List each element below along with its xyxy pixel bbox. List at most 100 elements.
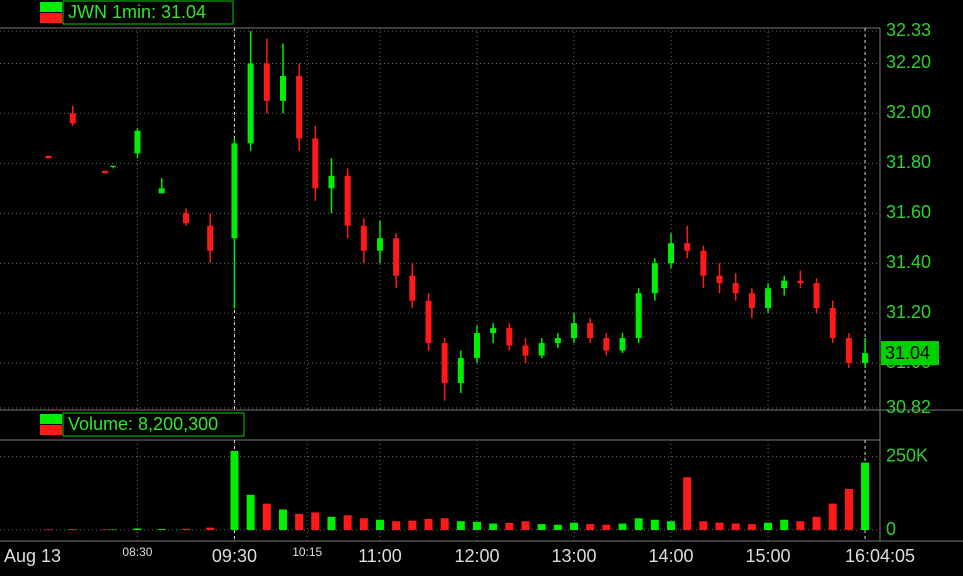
candle-body xyxy=(158,188,165,194)
volume-bar xyxy=(553,524,562,530)
volume-bar xyxy=(521,521,530,530)
candle-body xyxy=(538,343,545,356)
candle-body xyxy=(571,323,578,339)
volume-bar xyxy=(424,518,433,530)
candle-body xyxy=(69,113,76,124)
candle-body xyxy=(360,225,367,251)
x-tick-label: 12:00 xyxy=(454,546,499,566)
y-tick-label: 31.40 xyxy=(886,252,931,272)
candle-body xyxy=(312,138,319,189)
candle-body xyxy=(425,300,432,344)
volume-bar xyxy=(472,521,481,530)
volume-bar xyxy=(440,518,449,530)
y-tick-label: 31.20 xyxy=(886,302,931,322)
volume-bar xyxy=(262,503,271,530)
volume-tick-label: 250K xyxy=(886,445,928,465)
volume-bar xyxy=(586,524,595,530)
y-tick-label: 32.00 xyxy=(886,102,931,122)
legend-swatch-down xyxy=(40,425,62,435)
volume-bar xyxy=(570,522,579,530)
y-tick-label: 31.80 xyxy=(886,152,931,172)
price-title: JWN 1min: 31.04 xyxy=(68,2,206,22)
volume-bar xyxy=(489,523,498,530)
volume-bar xyxy=(861,462,870,530)
candle-body xyxy=(635,293,642,339)
y-tick-label: 31.60 xyxy=(886,202,931,222)
candle-body xyxy=(829,308,836,339)
candle-body xyxy=(102,170,109,174)
candle-body xyxy=(684,243,691,251)
y-tick-label: 30.82 xyxy=(886,397,931,417)
candle-body xyxy=(376,238,383,251)
candle-body xyxy=(862,353,869,364)
candle-body xyxy=(603,338,610,351)
date-label: Aug 13 xyxy=(4,546,61,566)
volume-bar xyxy=(343,515,352,530)
candle-body xyxy=(409,275,416,301)
candle-body xyxy=(134,130,141,154)
candle-body xyxy=(700,250,707,276)
x-tick-label: 14:00 xyxy=(649,546,694,566)
volume-bar xyxy=(699,521,708,530)
legend-box xyxy=(62,0,234,25)
y-tick-label: 32.20 xyxy=(886,52,931,72)
candle-body xyxy=(619,338,626,351)
volume-bar xyxy=(181,528,190,530)
volume-bar xyxy=(311,512,320,530)
candle-body xyxy=(781,280,788,289)
volume-bar xyxy=(634,518,643,530)
candle-body xyxy=(441,343,448,384)
volume-bar xyxy=(327,516,336,530)
candle-body xyxy=(765,288,772,309)
candle-body xyxy=(473,333,480,359)
candle-body xyxy=(247,63,254,144)
legend-swatch-down xyxy=(40,13,62,23)
x-tick-label-minor: 08:30 xyxy=(122,545,152,559)
candle-body xyxy=(279,75,286,101)
candle-body xyxy=(263,63,270,101)
volume-bar xyxy=(408,520,417,530)
legend-swatch-up xyxy=(40,2,62,12)
volume-bar xyxy=(747,524,756,530)
candle-body xyxy=(732,283,739,294)
volume-bar xyxy=(505,522,514,530)
candle-body xyxy=(110,165,117,167)
candle-body xyxy=(651,263,658,294)
volume-bar xyxy=(44,529,53,530)
volume-bar xyxy=(812,516,821,530)
candle-body xyxy=(813,283,820,309)
candle-body xyxy=(490,328,497,334)
x-tick-label: 11:00 xyxy=(358,546,402,566)
candle-body xyxy=(182,213,189,224)
volume-bar xyxy=(667,521,676,530)
volume-bar xyxy=(101,529,110,530)
legend-box xyxy=(62,412,245,437)
volume-bar xyxy=(537,524,546,530)
candle-body xyxy=(668,243,675,264)
volume-bar xyxy=(618,523,627,530)
candle-body xyxy=(506,328,513,346)
volume-tick-label: 0 xyxy=(886,519,896,539)
volume-bar xyxy=(650,519,659,530)
candle-body xyxy=(797,280,804,284)
candle-body xyxy=(328,175,335,189)
end-time-label: 16:04:05 xyxy=(845,546,915,566)
volume-bar xyxy=(295,513,304,530)
volume-bar xyxy=(246,494,255,530)
candle-body xyxy=(845,338,852,364)
volume-bar xyxy=(715,522,724,530)
volume-bar xyxy=(731,523,740,530)
candle-body xyxy=(296,75,303,139)
volume-bar xyxy=(230,450,239,530)
volume-bar xyxy=(828,503,837,530)
legend-swatch-up xyxy=(40,414,62,424)
candle-body xyxy=(45,155,52,159)
x-tick-label: 13:00 xyxy=(551,546,596,566)
candle-body xyxy=(344,175,351,226)
candle-body xyxy=(231,143,238,239)
candle-body xyxy=(716,275,723,284)
volume-bar xyxy=(602,524,611,530)
volume-bar xyxy=(68,529,77,530)
volume-bar xyxy=(206,527,215,530)
